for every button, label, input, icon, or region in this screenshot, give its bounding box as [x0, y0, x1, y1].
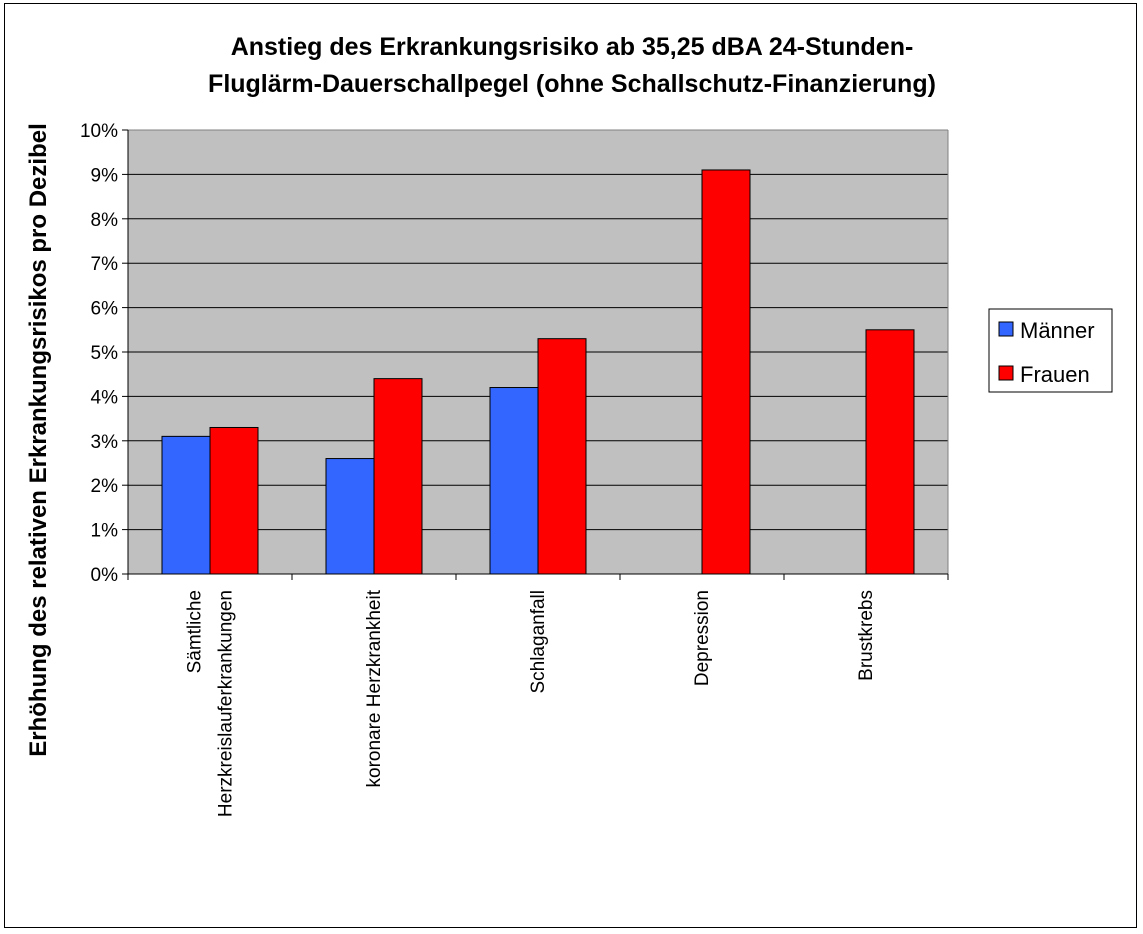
bar-maenner — [161, 435, 211, 575]
bar-frauen — [373, 378, 423, 575]
category-label: Brustkrebs — [856, 590, 877, 681]
y-tick-label: 6% — [91, 299, 119, 320]
y-tick-label: 1% — [91, 521, 119, 542]
bar-maenner — [489, 387, 539, 575]
legend-swatch-maenner — [998, 321, 1014, 337]
y-tick-label: 5% — [91, 343, 119, 364]
chart-title-line-1: Anstieg des Erkrankungsrisiko ab 35,25 d… — [231, 33, 914, 61]
y-axis-label: Erhöhung des relativen Erkrankungsrisiko… — [25, 123, 52, 757]
bar-frauen — [537, 338, 587, 575]
legend-swatch-frauen — [998, 365, 1014, 381]
category-label: Depression — [692, 590, 713, 686]
bar-maenner — [325, 458, 375, 575]
bar-frauen — [209, 426, 259, 575]
chart-title-line-2: Fluglärm-Dauerschallpegel (ohne Schallsc… — [208, 70, 936, 98]
y-tick-label: 7% — [91, 254, 119, 275]
y-tick-label: 9% — [91, 165, 119, 186]
category-label: Sämtliche — [185, 590, 206, 673]
category-label: Herzkreislauferkrankungen — [216, 590, 237, 817]
y-tick-label: 8% — [91, 210, 119, 231]
y-tick-label: 4% — [91, 387, 119, 408]
legend: Männer Frauen — [988, 308, 1113, 393]
plot-area: 0% 1% 2% 3% 4% 5% 6% 7% 8% 9% 10% Sämtliche Herzkrei… — [80, 121, 949, 817]
legend-label-maenner: Männer — [1020, 318, 1095, 343]
category-label: Schlaganfall — [528, 590, 549, 694]
y-tick-label: 0% — [91, 565, 119, 586]
legend-label-frauen: Frauen — [1020, 362, 1090, 387]
bar-frauen — [701, 169, 751, 575]
y-tick-label: 2% — [91, 476, 119, 497]
y-tick-label: 10% — [80, 121, 118, 142]
category-label: koronare Herzkrankheit — [364, 589, 385, 787]
bar-frauen — [865, 329, 915, 575]
y-tick-label: 3% — [91, 432, 119, 453]
